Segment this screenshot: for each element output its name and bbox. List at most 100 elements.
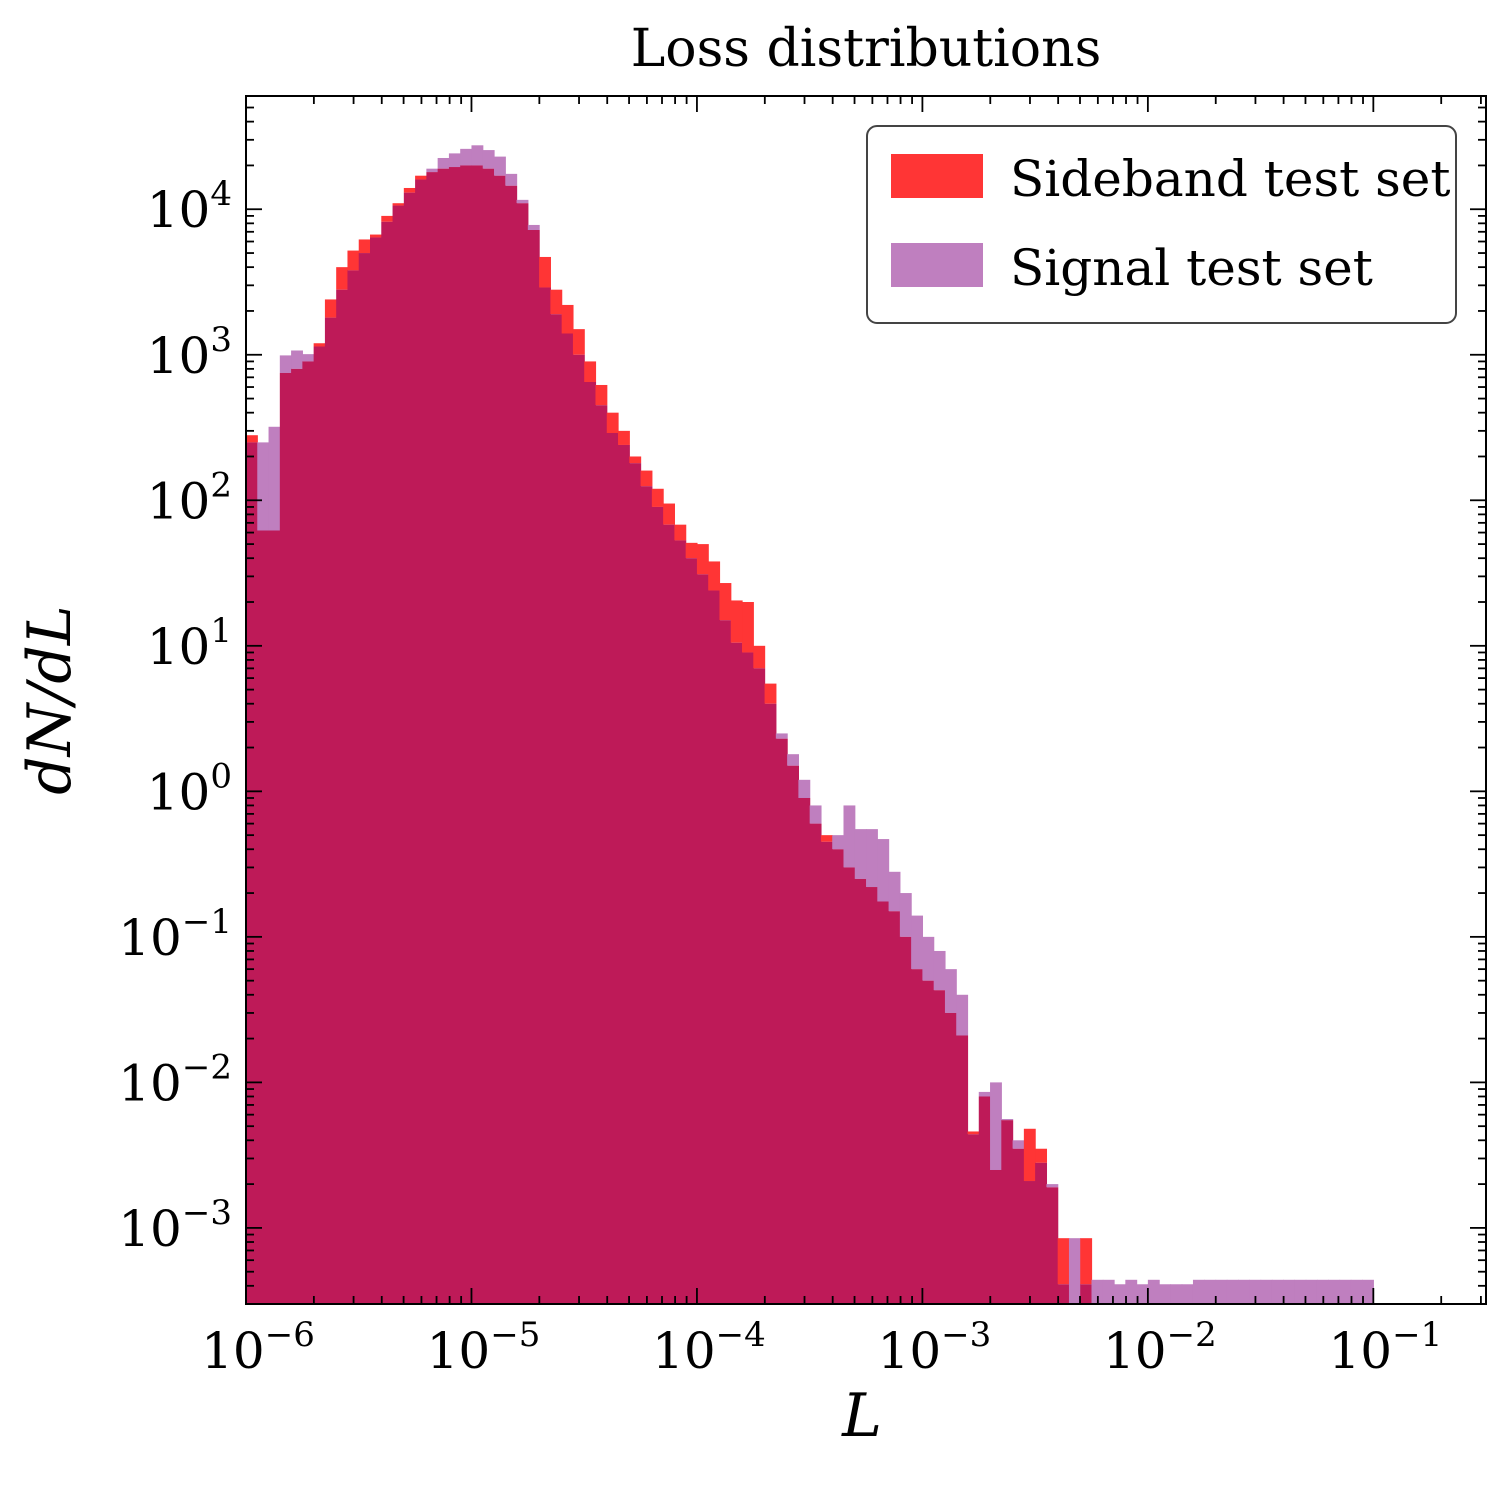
bar-overlap [1057, 1284, 1070, 1304]
bar-sideband-excess [753, 645, 766, 669]
bar-signal-excess [1294, 1279, 1307, 1304]
bar-overlap [787, 765, 799, 1304]
bar-signal-excess [832, 835, 845, 850]
bar-overlap [978, 1096, 991, 1304]
bar-overlap [336, 289, 349, 1304]
bar-overlap [370, 237, 382, 1304]
bar-sideband-excess [1057, 1238, 1070, 1285]
bar-overlap [381, 221, 394, 1304]
bar-overlap [415, 179, 427, 1304]
bar-sideband-excess [313, 343, 326, 347]
bar-sideband-excess [674, 524, 687, 541]
bar-overlap [775, 738, 788, 1304]
bar-signal-excess [933, 950, 946, 991]
bar-signal-excess [990, 1082, 1002, 1170]
bar-overlap [753, 668, 766, 1304]
bar-overlap [448, 167, 461, 1304]
bar-overlap [561, 333, 574, 1304]
bar-signal-excess [944, 969, 957, 1013]
bar-sideband-excess [324, 299, 337, 318]
bar-overlap [1023, 1181, 1036, 1304]
bar-overlap [516, 203, 529, 1304]
bar-overlap [268, 530, 281, 1304]
bar-sideband-excess [1080, 1238, 1093, 1285]
bar-sideband-excess [742, 602, 754, 653]
bar-overlap [674, 540, 687, 1304]
bar-signal-excess [1012, 1140, 1025, 1149]
bar-sideband-excess [584, 361, 597, 382]
bar-signal-excess [437, 157, 450, 169]
bar-sideband-excess [370, 234, 382, 238]
histogram-bars [246, 145, 1374, 1304]
bar-signal-excess [888, 871, 901, 912]
bar-overlap [696, 574, 709, 1304]
bar-overlap [550, 314, 563, 1304]
bar-sideband-excess [685, 542, 698, 559]
bar-signal-excess [1271, 1279, 1284, 1304]
bar-signal-excess [978, 1091, 991, 1097]
bar-signal-excess [843, 805, 856, 868]
bar-sideband-excess [572, 329, 585, 355]
bar-signal-excess [1316, 1279, 1329, 1304]
bar-signal-excess [1046, 1184, 1059, 1188]
bar-overlap [956, 1035, 969, 1304]
y-tick-label: 104 [147, 174, 232, 239]
bar-signal-excess [471, 145, 484, 166]
bar-overlap [719, 620, 732, 1304]
x-tick-label: 10−5 [427, 1315, 541, 1380]
bar-signal-excess [268, 426, 281, 531]
bar-overlap [505, 185, 518, 1304]
bar-overlap [663, 524, 675, 1304]
bar-sideband-excess [358, 239, 371, 254]
y-tick-label: 100 [147, 756, 232, 821]
bar-sideband-excess [820, 835, 833, 842]
bar-overlap [685, 558, 698, 1304]
bar-overlap [933, 990, 946, 1304]
bar-signal-excess [257, 442, 270, 531]
bar-signal-excess [809, 805, 822, 824]
bar-signal-excess [1215, 1279, 1228, 1304]
bar-signal-excess [866, 829, 878, 888]
bar-overlap [877, 901, 890, 1304]
bar-overlap [437, 168, 450, 1304]
bar-signal-excess [1102, 1279, 1115, 1304]
bar-overlap [403, 192, 416, 1304]
bar-sideband-excess [708, 561, 721, 591]
bar-signal-excess [899, 893, 912, 937]
bar-signal-excess [1339, 1279, 1352, 1304]
bar-overlap [618, 444, 630, 1304]
bar-overlap [302, 361, 315, 1304]
bar-overlap [460, 165, 473, 1304]
bar-overlap [324, 317, 337, 1304]
y-tick-label: 102 [147, 465, 232, 530]
chart-title: Loss distributions [631, 19, 1102, 79]
bar-signal-excess [787, 754, 799, 766]
x-tick-label: 10−2 [1103, 1315, 1217, 1380]
legend-swatch-sideband [891, 154, 983, 198]
bar-sideband-excess [550, 289, 563, 315]
y-tick-label: 103 [147, 320, 232, 385]
y-tick-label: 10−1 [118, 902, 232, 967]
bar-sideband-excess [967, 1131, 980, 1135]
bar-overlap [1035, 1162, 1048, 1304]
bar-overlap [944, 1012, 957, 1304]
bar-sideband-excess [392, 203, 405, 206]
bar-sideband-excess [663, 503, 675, 525]
bar-overlap [539, 287, 551, 1304]
bar-overlap [888, 911, 901, 1304]
bar-sideband-excess [651, 488, 664, 507]
bar-sideband-excess [381, 215, 394, 222]
y-tick-label: 10−3 [118, 1193, 232, 1258]
bar-signal-excess [1283, 1279, 1296, 1304]
bar-sideband-excess [595, 384, 608, 406]
bar-signal-excess [302, 354, 315, 362]
bar-overlap [606, 432, 619, 1304]
bar-overlap [922, 980, 935, 1304]
bar-signal-excess [1159, 1284, 1172, 1304]
bar-signal-excess [1170, 1284, 1183, 1304]
bar-signal-excess [922, 936, 935, 981]
bar-sideband-excess [730, 600, 743, 643]
bar-signal-excess [877, 839, 890, 902]
bar-signal-excess [1226, 1279, 1239, 1304]
